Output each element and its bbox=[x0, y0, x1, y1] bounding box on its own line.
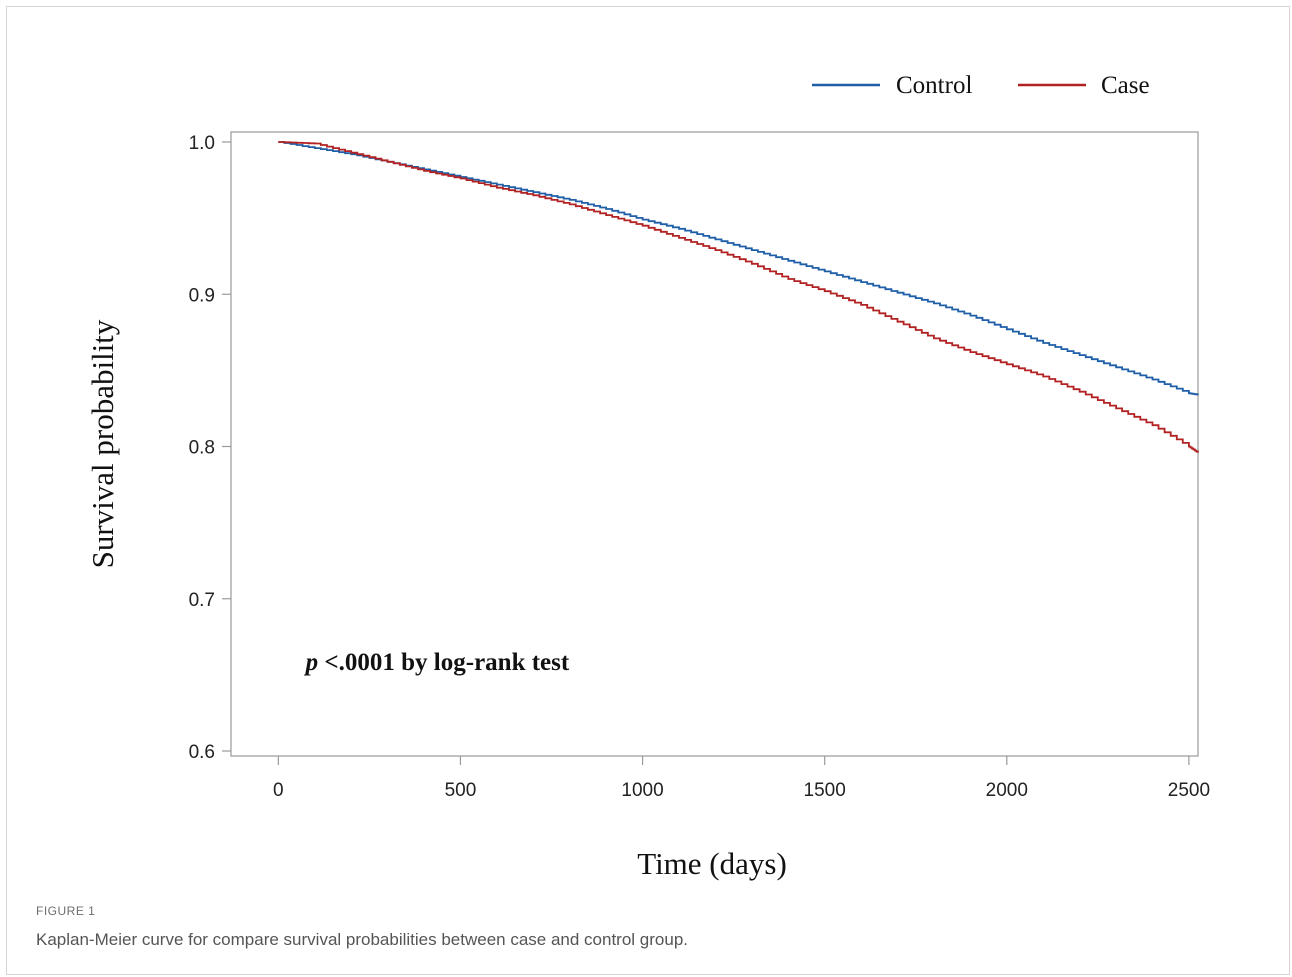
series-line-control bbox=[278, 141, 1199, 396]
y-tick-label: 1.0 bbox=[189, 133, 215, 154]
y-tick-label: 0.6 bbox=[189, 742, 215, 763]
x-tick-label: 1000 bbox=[621, 780, 663, 801]
pvalue-text: <.0001 by log-rank test bbox=[318, 649, 570, 676]
y-axis-title: Survival probability bbox=[85, 319, 120, 568]
legend: Control Case bbox=[812, 72, 1150, 99]
y-tick-label: 0.9 bbox=[189, 285, 215, 306]
x-tick-label: 2000 bbox=[986, 780, 1028, 801]
x-tick-label: 500 bbox=[445, 780, 477, 801]
x-tick-label: 2500 bbox=[1168, 780, 1210, 801]
x-tick-label: 0 bbox=[273, 780, 284, 801]
pvalue-annotation: p <.0001 by log-rank test bbox=[304, 649, 570, 676]
y-tick-label: 0.8 bbox=[189, 438, 215, 459]
series-line-case bbox=[278, 141, 1199, 453]
figure-caption: Kaplan-Meier curve for compare survival … bbox=[36, 930, 689, 949]
figure-frame bbox=[6, 6, 1290, 975]
pvalue-symbol: p bbox=[304, 649, 319, 676]
legend-label-case: Case bbox=[1101, 72, 1150, 99]
figure-label: FIGURE 1 bbox=[36, 904, 96, 918]
legend-label-control: Control bbox=[896, 72, 972, 99]
x-tick-label: 1500 bbox=[804, 780, 846, 801]
plot-area bbox=[230, 131, 1199, 757]
y-tick-label: 0.7 bbox=[189, 590, 215, 611]
x-axis-title: Time (days) bbox=[637, 846, 787, 881]
